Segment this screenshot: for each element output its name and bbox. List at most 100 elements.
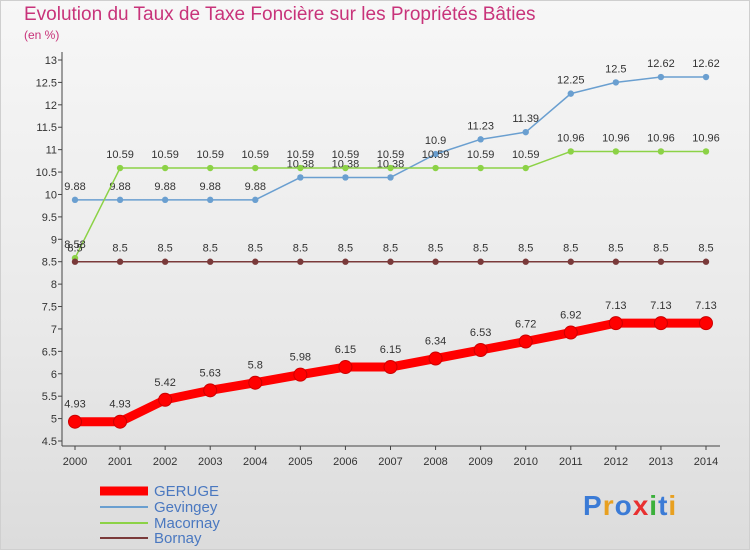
data-label: 10.96 — [602, 132, 630, 144]
data-point — [612, 258, 620, 265]
y-tick-label: 10 — [45, 189, 57, 201]
y-tick-label: 11 — [46, 145, 57, 157]
data-label: 11.23 — [467, 120, 494, 132]
data-label: 12.62 — [647, 58, 675, 70]
data-label: 10.96 — [557, 132, 585, 144]
data-label: 4.93 — [64, 399, 85, 411]
data-label: 10.59 — [287, 149, 315, 161]
data-label: 10.59 — [106, 149, 134, 161]
data-point — [699, 316, 713, 331]
x-tick-label: 2011 — [559, 456, 583, 468]
data-label: 5.63 — [200, 367, 221, 379]
data-label: 10.59 — [422, 149, 450, 161]
data-point — [297, 174, 304, 181]
x-tick-label: 2010 — [513, 456, 537, 468]
data-label: 7.13 — [605, 300, 626, 312]
data-point — [657, 148, 665, 155]
data-label: 8.5 — [698, 243, 713, 255]
data-point — [71, 258, 79, 265]
data-label: 10.9 — [425, 135, 446, 147]
data-point — [567, 148, 574, 155]
y-tick-label: 11.5 — [36, 122, 57, 134]
data-point — [116, 164, 124, 172]
data-point — [297, 258, 304, 265]
data-label: 9.88 — [64, 181, 85, 193]
data-point — [522, 258, 529, 265]
data-label: 8.5 — [608, 243, 623, 255]
y-tick-label: 5.5 — [42, 391, 57, 403]
data-label: 10.59 — [467, 149, 495, 161]
data-label: 6.34 — [425, 336, 446, 348]
data-point — [342, 258, 349, 265]
data-point — [522, 164, 529, 172]
x-tick-label: 2002 — [153, 456, 177, 468]
x-tick-label: 2006 — [333, 456, 357, 468]
data-point — [612, 148, 620, 155]
data-point — [387, 258, 394, 265]
data-point — [653, 316, 668, 331]
data-point — [207, 196, 214, 204]
data-point — [71, 196, 79, 204]
data-point — [702, 148, 710, 155]
data-label: 9.88 — [154, 181, 175, 193]
data-point — [563, 325, 578, 340]
data-label: 8.5 — [338, 243, 353, 255]
legend-entry-macornay: Macornay — [154, 515, 220, 532]
data-point — [477, 136, 484, 143]
data-point — [657, 258, 665, 265]
data-point — [383, 360, 398, 375]
y-tick-label: 10.5 — [36, 167, 57, 179]
data-label: 8.5 — [518, 243, 533, 255]
data-label: 9.88 — [200, 181, 221, 193]
data-label: 8.5 — [203, 243, 218, 255]
y-tick-label: 8 — [51, 279, 57, 291]
proxiti-logo: Proxiti — [583, 490, 678, 521]
data-label: 8.5 — [112, 243, 127, 255]
legend-entry-gevingey: Gevingey — [154, 499, 218, 516]
data-label: 6.72 — [515, 318, 536, 330]
data-point — [207, 164, 214, 172]
data-point — [387, 164, 394, 172]
data-label: 8.5 — [67, 243, 82, 255]
data-point — [113, 414, 128, 429]
data-point — [297, 164, 304, 172]
data-point — [387, 174, 394, 181]
y-tick-label: 6.5 — [42, 346, 57, 358]
data-label: 7.13 — [695, 300, 716, 312]
data-label: 8.5 — [563, 243, 578, 255]
data-point — [293, 367, 308, 382]
data-label: 8.5 — [157, 243, 172, 255]
data-label: 6.15 — [335, 344, 356, 356]
data-point — [252, 196, 259, 204]
data-label: 7.13 — [650, 300, 671, 312]
data-label: 6.53 — [470, 327, 491, 339]
data-label: 12.62 — [692, 58, 720, 70]
data-label: 8.5 — [293, 243, 308, 255]
data-label: 6.92 — [560, 310, 581, 322]
data-point — [702, 73, 710, 81]
data-point — [116, 258, 124, 265]
data-label: 10.96 — [692, 132, 720, 144]
data-point — [252, 164, 259, 172]
legend-entry-bornay: Bornay — [154, 530, 202, 547]
y-tick-label: 8.5 — [42, 257, 57, 269]
data-point — [428, 351, 443, 366]
data-point — [161, 196, 169, 204]
chart-title: Evolution du Taux de Taxe Foncière sur l… — [24, 4, 536, 25]
data-label: 10.59 — [332, 149, 360, 161]
data-label: 8.5 — [248, 243, 263, 255]
x-tick-label: 2007 — [378, 456, 402, 468]
y-tick-label: 13 — [45, 55, 57, 67]
y-tick-label: 7 — [51, 324, 57, 336]
data-label: 10.96 — [647, 132, 675, 144]
x-tick-label: 2014 — [694, 456, 718, 468]
data-point — [342, 174, 349, 181]
data-label: 5.42 — [154, 377, 175, 389]
data-point — [248, 375, 263, 390]
y-tick-label: 4.5 — [42, 436, 57, 448]
data-point — [608, 316, 623, 331]
data-point — [432, 164, 439, 172]
data-label: 6.15 — [380, 344, 401, 356]
